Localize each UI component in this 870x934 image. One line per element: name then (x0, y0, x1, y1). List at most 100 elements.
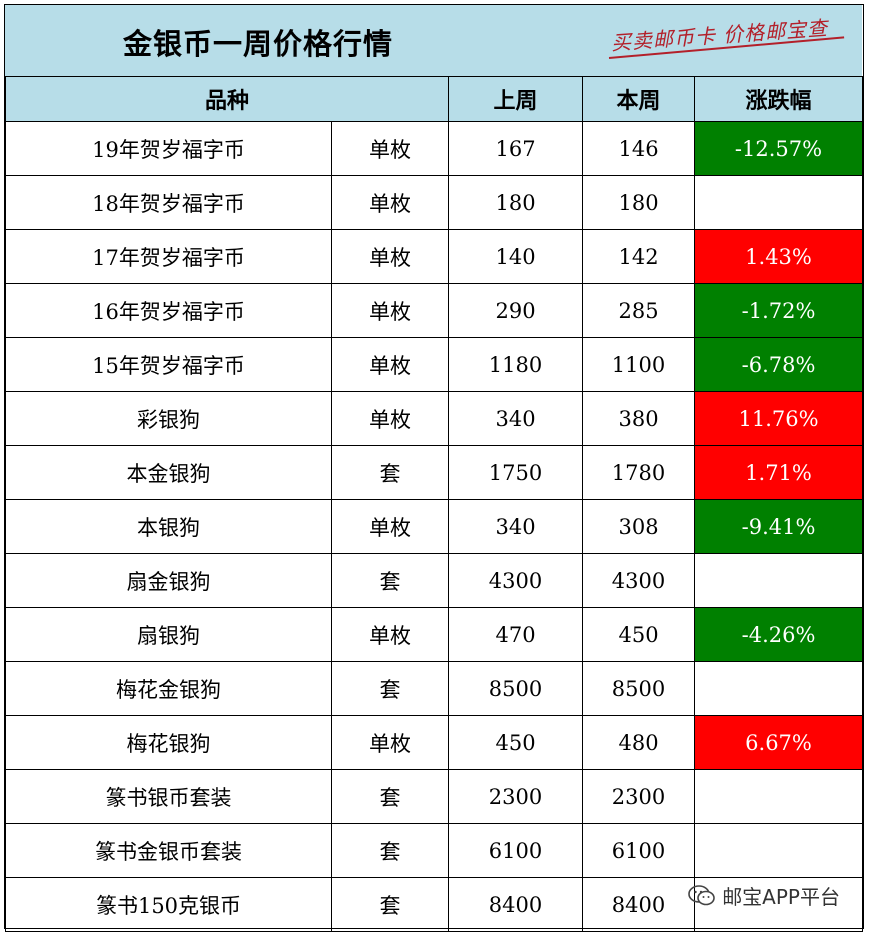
cell-this-week: 146 (582, 121, 696, 176)
cell-change (694, 553, 864, 608)
cell-unit: 套 (330, 445, 450, 500)
cell-last-week: 1750 (448, 445, 584, 500)
price-table: 品种 上周 本周 涨跌幅 19年贺岁福字币 单枚 167 146 -12.57% 18年贺… (4, 76, 864, 932)
cell-this-week: 142 (582, 229, 696, 284)
cell-variety: 扇金银狗 (5, 553, 332, 608)
cell-variety: 16年贺岁福字币 (5, 283, 332, 338)
cell-variety: 19年贺岁福字币 (5, 121, 332, 176)
cell-last-week: 2300 (448, 769, 584, 824)
cell-variety: 本金银狗 (5, 445, 332, 500)
cell-last-week: 4300 (448, 553, 584, 608)
cell-last-week: 8400 (448, 877, 584, 932)
cell-variety: 15年贺岁福字币 (5, 337, 332, 392)
table-row: 本金银狗套 1750 1780 1.71% (5, 445, 864, 500)
cell-variety: 篆书150克银币 (5, 877, 332, 932)
wechat-icon (688, 884, 715, 905)
cell-last-week: 140 (448, 229, 584, 284)
table-row: 篆书金银币套装套 6100 6100 (5, 823, 864, 878)
cell-unit: 单枚 (330, 175, 450, 230)
cell-this-week: 285 (582, 283, 696, 338)
cell-change: 1.71% (694, 445, 864, 500)
table-row: 梅花银狗 单枚 450 480 6.67% (5, 715, 864, 770)
cell-change (694, 823, 864, 878)
cell-unit: 单枚 (330, 715, 450, 770)
header-variety: 品种 (4, 76, 450, 122)
price-sheet: 金银币一周价格行情 买卖邮币卡 价格邮宝查 品种 上周 本周 涨跌幅 19年贺岁… (4, 4, 864, 932)
cell-variety: 彩银狗 (5, 391, 332, 446)
cell-change: -12.57% (694, 121, 864, 176)
table-row: 18年贺岁福字币 单枚 180 180 (5, 175, 864, 230)
cell-last-week: 470 (448, 607, 584, 662)
table-row: 篆书银币套装套 2300 2300 (5, 769, 864, 824)
cell-change: 6.67% (694, 715, 864, 770)
cell-last-week: 340 (448, 499, 584, 554)
watermark-text: 邮宝APP平台 (722, 885, 840, 909)
table-row: 梅花金银狗套 8500 8500 (5, 661, 864, 716)
cell-this-week: 450 (582, 607, 696, 662)
cell-change (694, 877, 864, 932)
cell-change: -6.78% (694, 337, 864, 392)
title-bar: 金银币一周价格行情 买卖邮币卡 价格邮宝查 (5, 5, 862, 77)
cell-last-week: 180 (448, 175, 584, 230)
page-title: 金银币一周价格行情 (123, 27, 394, 61)
cell-unit: 单枚 (330, 229, 450, 284)
cell-this-week: 8400 (582, 877, 696, 932)
table-row: 16年贺岁福字币 单枚 290 285 -1.72% (5, 283, 864, 338)
cell-variety: 梅花金银狗 (5, 661, 332, 716)
cell-this-week: 480 (582, 715, 696, 770)
cell-unit: 单枚 (330, 121, 450, 176)
cell-last-week: 6100 (448, 823, 584, 878)
cell-unit: 单枚 (330, 607, 450, 662)
cell-change: -4.26% (694, 607, 864, 662)
cell-unit: 单枚 (330, 499, 450, 554)
cell-change (694, 769, 864, 824)
cell-variety: 扇银狗 (5, 607, 332, 662)
cell-this-week: 180 (582, 175, 696, 230)
cell-change (694, 175, 864, 230)
header-change: 涨跌幅 (694, 76, 864, 122)
cell-last-week: 340 (448, 391, 584, 446)
table-row: 扇金银狗套 4300 4300 (5, 553, 864, 608)
cell-change: 1.43% (694, 229, 864, 284)
cell-unit: 套 (330, 823, 450, 878)
cell-last-week: 8500 (448, 661, 584, 716)
cell-this-week: 4300 (582, 553, 696, 608)
cell-this-week: 2300 (582, 769, 696, 824)
cell-this-week: 308 (582, 499, 696, 554)
table-row: 篆书150克银币套 8400 8400 (5, 877, 864, 932)
watermark: 邮宝APP平台 (688, 881, 840, 910)
cell-unit: 单枚 (330, 283, 450, 338)
cell-this-week: 1100 (582, 337, 696, 392)
cell-last-week: 290 (448, 283, 584, 338)
cell-last-week: 450 (448, 715, 584, 770)
cell-unit: 单枚 (330, 391, 450, 446)
cell-variety: 篆书金银币套装 (5, 823, 332, 878)
cell-change: -1.72% (694, 283, 864, 338)
table-row: 本银狗 单枚 340 308 -9.41% (5, 499, 864, 554)
table-row: 扇银狗 单枚 470 450 -4.26% (5, 607, 864, 662)
cell-this-week: 1780 (582, 445, 696, 500)
cell-this-week: 8500 (582, 661, 696, 716)
cell-this-week: 6100 (582, 823, 696, 878)
cell-unit: 套 (330, 877, 450, 932)
cell-variety: 本银狗 (5, 499, 332, 554)
cell-last-week: 167 (448, 121, 584, 176)
cell-variety: 18年贺岁福字币 (5, 175, 332, 230)
cell-unit: 单枚 (330, 337, 450, 392)
table-row: 彩银狗 单枚 340 380 11.76% (5, 391, 864, 446)
cell-change: 11.76% (694, 391, 864, 446)
table-header-row: 品种 上周 本周 涨跌幅 (4, 76, 864, 122)
table-row: 17年贺岁福字币 单枚 140 142 1.43% (5, 229, 864, 284)
cell-unit: 套 (330, 553, 450, 608)
cell-variety: 梅花银狗 (5, 715, 332, 770)
cell-this-week: 380 (582, 391, 696, 446)
cell-unit: 套 (330, 769, 450, 824)
cell-last-week: 1180 (448, 337, 584, 392)
cell-variety: 17年贺岁福字币 (5, 229, 332, 284)
cell-change (694, 661, 864, 716)
table-row: 19年贺岁福字币 单枚 167 146 -12.57% (5, 121, 864, 176)
header-this-week: 本周 (582, 76, 696, 122)
table-row: 15年贺岁福字币 单枚 1180 1100 -6.78% (5, 337, 864, 392)
cell-change: -9.41% (694, 499, 864, 554)
cell-variety: 篆书银币套装 (5, 769, 332, 824)
